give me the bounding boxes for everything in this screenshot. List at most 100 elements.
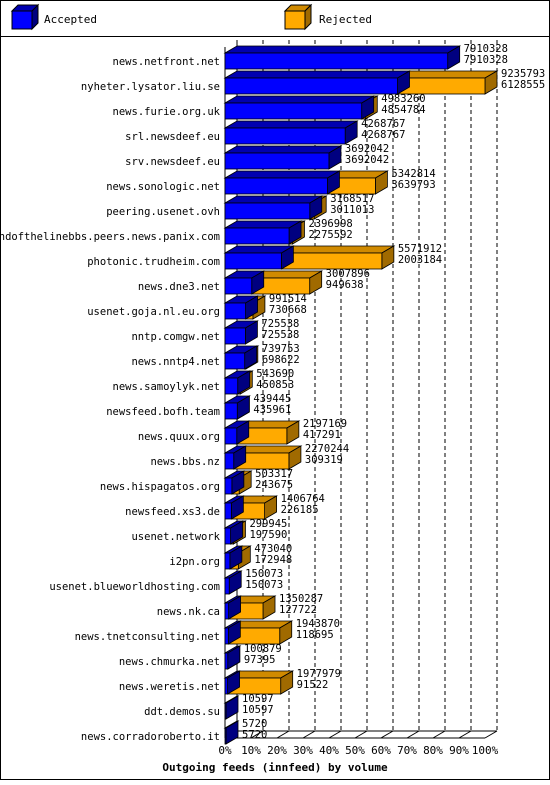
bar-rejected-top	[398, 71, 497, 78]
x-tick-label: 100%	[472, 744, 499, 757]
data-label-accepted: 2003184	[398, 254, 442, 266]
data-label-accepted: 309319	[305, 454, 343, 466]
category-label: srl.newsdeef.eu	[125, 131, 220, 143]
legend-accepted-swatch	[12, 11, 32, 29]
bar-accepted	[225, 378, 238, 394]
bar-accepted	[225, 103, 362, 119]
category-label: news.weretis.net	[119, 681, 220, 693]
bar-accepted	[225, 653, 228, 669]
data-label-accepted: 5720	[242, 729, 267, 741]
bar-rejected-top	[281, 246, 393, 253]
bar-accepted	[225, 53, 448, 69]
data-label-accepted: 127722	[279, 604, 317, 616]
category-label: news.hispagatos.org	[100, 481, 220, 493]
data-label-accepted: 3011013	[330, 204, 374, 216]
data-label-accepted: 172948	[254, 554, 292, 566]
bar-accepted	[225, 203, 310, 219]
data-label-accepted: 949638	[326, 279, 364, 291]
x-tick-label: 40%	[319, 744, 339, 757]
x-tick-label: 0%	[218, 744, 232, 757]
data-label-accepted: 417291	[303, 429, 341, 441]
data-label-accepted: 450853	[256, 379, 294, 391]
bar-accepted	[225, 303, 246, 319]
category-label: usenet.goja.nl.eu.org	[87, 306, 220, 318]
bar-accepted	[225, 578, 229, 594]
bar-accepted	[225, 278, 252, 294]
data-label-accepted: 243675	[255, 479, 293, 491]
category-label: news.dne3.net	[138, 281, 220, 293]
legend-accepted-label: Accepted	[44, 13, 97, 26]
bar-accepted	[225, 403, 237, 419]
bar-accepted	[225, 628, 228, 644]
bar-rejected	[398, 78, 485, 94]
category-label: news.tnetconsulting.net	[75, 631, 220, 643]
legend-rejected-label: Rejected	[319, 13, 372, 26]
data-label-accepted: 6128555	[501, 79, 545, 91]
x-tick-label: 30%	[293, 744, 313, 757]
x-tick-label: 70%	[397, 744, 417, 757]
data-label-accepted: 435961	[253, 404, 291, 416]
data-label-accepted: 7910328	[464, 54, 508, 66]
bar-accepted	[225, 528, 231, 544]
bar-accepted	[225, 328, 245, 344]
data-label-accepted: 3692042	[345, 154, 389, 166]
bar-accepted	[225, 428, 237, 444]
category-label: usenet.blueworldhosting.com	[49, 581, 220, 593]
bar-accepted	[225, 603, 229, 619]
category-label: ddt.demos.su	[144, 706, 220, 718]
bar-accepted-top	[225, 171, 339, 178]
category-label: photonic.trudheim.com	[87, 256, 220, 268]
category-label: peering.usenet.ovh	[106, 206, 220, 218]
bar-accepted	[225, 353, 245, 369]
bar-accepted-top	[225, 46, 460, 53]
bar-accepted	[225, 228, 289, 244]
category-label: news.netfront.net	[113, 56, 220, 68]
bar-rejected	[281, 253, 381, 269]
bar-accepted-top	[225, 146, 341, 153]
category-label: news.furie.org.uk	[113, 106, 221, 118]
bar-accepted	[225, 553, 230, 569]
category-label: news.nntp4.net	[131, 356, 220, 368]
data-label-accepted: 725538	[261, 329, 299, 341]
category-label: i2pn.org	[169, 556, 220, 568]
data-label-accepted: 10597	[242, 704, 274, 716]
bar-accepted	[225, 253, 281, 269]
data-label-accepted: 118695	[296, 629, 334, 641]
bar-accepted	[225, 178, 327, 194]
bar-accepted-top	[225, 71, 410, 78]
data-label-accepted: 4268767	[361, 129, 405, 141]
data-label-accepted: 226185	[281, 504, 319, 516]
x-tick-label: 20%	[267, 744, 287, 757]
category-label: news.chmurka.net	[119, 656, 220, 668]
category-label: news.bbs.nz	[150, 456, 220, 468]
bar-accepted	[225, 128, 345, 144]
bar-accepted-top	[225, 196, 322, 203]
bar-accepted	[225, 78, 398, 94]
data-label-accepted: 97395	[244, 654, 276, 666]
category-label: nntp.comgw.net	[131, 331, 220, 343]
bar-accepted-top	[225, 221, 301, 228]
data-label-accepted: 91522	[297, 679, 329, 691]
bar-accepted	[225, 503, 231, 519]
data-label-accepted: 150073	[245, 579, 283, 591]
category-label: news.sonologic.net	[106, 181, 220, 193]
bar-accepted-top	[225, 121, 357, 128]
x-tick-label: 80%	[423, 744, 443, 757]
data-label-accepted: 698622	[262, 354, 300, 366]
category-label: srv.newsdeef.eu	[125, 156, 220, 168]
category-label: endofthelinebbs.peers.news.panix.com	[0, 231, 220, 243]
legend-rejected-swatch	[285, 11, 305, 29]
bar-accepted	[225, 728, 226, 744]
category-label: newsfeed.xs3.de	[125, 506, 220, 518]
category-label: news.corradoroberto.it	[81, 731, 220, 743]
data-label-accepted: 197590	[249, 529, 287, 541]
category-label: news.samoylyk.net	[113, 381, 220, 393]
category-label: nyheter.lysator.liu.se	[81, 81, 220, 93]
category-label: news.quux.org	[138, 431, 220, 443]
category-label: news.nk.ca	[157, 606, 220, 618]
category-label: usenet.network	[131, 531, 220, 543]
bar-accepted-top	[225, 96, 374, 103]
data-label-accepted: 4854784	[381, 104, 425, 116]
x-tick-label: 90%	[449, 744, 469, 757]
